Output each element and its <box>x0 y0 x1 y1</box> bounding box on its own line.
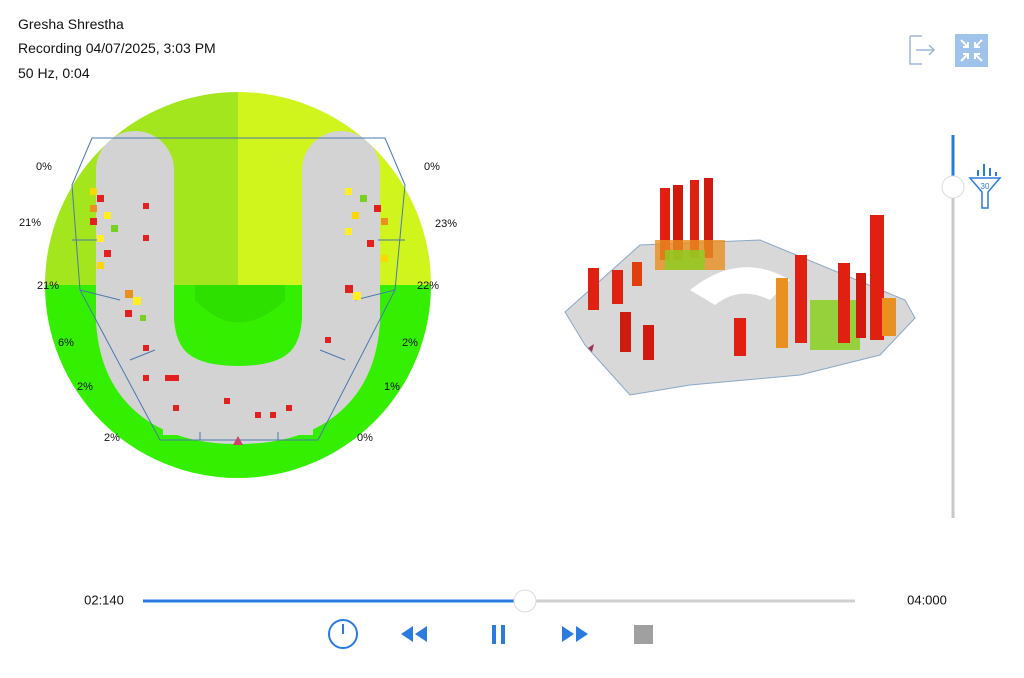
section-dividers <box>72 239 405 440</box>
right-percent: 1% <box>384 381 400 393</box>
left-percent: 21% <box>19 217 41 229</box>
zone-center <box>195 285 285 323</box>
3d-bar <box>838 263 850 343</box>
frequency-info: 50 Hz, 0:04 <box>18 65 90 81</box>
contact <box>374 205 381 212</box>
filter-slider[interactable]: 30 <box>941 135 1002 518</box>
contact <box>381 218 388 225</box>
3d-bar <box>588 268 599 310</box>
contact <box>325 337 331 343</box>
exit-button[interactable] <box>909 35 936 65</box>
right-percent: 0% <box>357 432 373 444</box>
top-icons <box>909 34 988 67</box>
contact <box>345 228 352 235</box>
3d-gap <box>690 267 790 305</box>
contact-points <box>90 188 388 418</box>
rewind-button[interactable] <box>401 626 427 642</box>
contact <box>90 188 97 195</box>
contact <box>173 405 179 411</box>
contact <box>133 297 141 305</box>
3d-bar <box>612 270 623 304</box>
contact <box>286 405 292 411</box>
contact <box>255 412 261 418</box>
3d-bar <box>673 185 683 260</box>
incisor-marker <box>233 436 243 445</box>
collapse-button[interactable] <box>955 34 988 67</box>
forward-button[interactable] <box>562 626 588 642</box>
contact <box>270 412 276 418</box>
3d-view <box>564 178 916 396</box>
contact <box>125 310 132 317</box>
filter-value: 30 <box>981 182 990 191</box>
current-time: 02:140 <box>84 592 124 607</box>
controls <box>328 619 653 649</box>
3d-bar-cluster <box>665 250 705 270</box>
arch-outline <box>71 137 406 441</box>
timeline-thumb[interactable] <box>513 589 537 613</box>
3d-bar <box>632 262 642 286</box>
occlusion-map <box>45 92 431 478</box>
speed-button[interactable] <box>328 619 358 649</box>
filter-icon <box>968 177 1002 209</box>
3d-bar <box>856 273 866 338</box>
contact <box>143 345 149 351</box>
contact <box>224 398 230 404</box>
contact <box>353 292 361 300</box>
contact <box>104 212 111 219</box>
3d-bar-cluster <box>810 300 860 350</box>
contact <box>143 375 149 381</box>
3d-marker <box>588 344 594 352</box>
stop-button[interactable] <box>634 625 653 644</box>
contact <box>111 225 118 232</box>
total-time: 04:000 <box>907 592 947 607</box>
pause-button[interactable] <box>492 625 505 644</box>
contact <box>352 212 359 219</box>
patient-name: Gresha Shrestha <box>18 16 124 32</box>
contact <box>140 315 146 321</box>
filter-bars <box>977 164 997 176</box>
left-percent: 6% <box>58 337 74 349</box>
slider-thumb[interactable] <box>941 175 965 199</box>
contact <box>90 218 97 225</box>
3d-bar <box>795 255 807 343</box>
contact <box>165 375 179 381</box>
recording-info: Recording 04/07/2025, 3:03 PM <box>18 40 216 56</box>
contact <box>143 235 149 241</box>
contact <box>367 240 374 247</box>
3d-bar <box>734 318 746 356</box>
3d-bar <box>643 325 654 360</box>
left-percent: 2% <box>77 381 93 393</box>
contact <box>360 195 367 202</box>
right-percent: 22% <box>417 280 439 292</box>
right-percent: 2% <box>402 337 418 349</box>
contact <box>97 235 104 242</box>
3d-bar <box>776 278 788 348</box>
contact <box>345 285 353 293</box>
3d-bar <box>870 215 884 340</box>
contact <box>345 188 352 195</box>
contact <box>143 203 149 209</box>
playback-bar: 02:140 04:000 <box>84 589 947 613</box>
left-percent: 21% <box>37 280 59 292</box>
3d-bar <box>704 178 713 258</box>
3d-bar <box>660 188 670 260</box>
left-percent: 0% <box>36 161 52 173</box>
3d-bar <box>882 298 896 336</box>
3d-bar <box>690 180 699 258</box>
contact <box>104 250 111 257</box>
right-percent: 0% <box>424 161 440 173</box>
right-percent: 23% <box>435 218 457 230</box>
left-percent: 2% <box>104 432 120 444</box>
contact <box>97 195 104 202</box>
contact <box>97 262 104 269</box>
3d-bar <box>620 312 631 352</box>
contact <box>381 255 388 262</box>
contact <box>125 290 133 298</box>
contact <box>90 205 97 212</box>
